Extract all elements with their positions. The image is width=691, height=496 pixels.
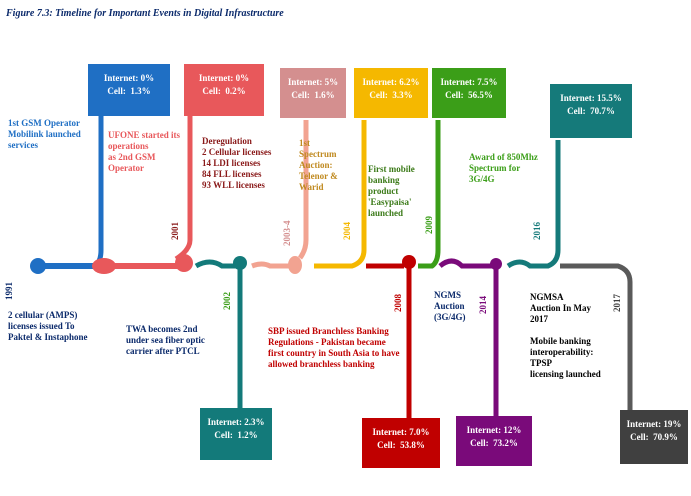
stats-box-2009: Internet: 7.5% Cell: 56.5% <box>432 68 506 118</box>
year-2009: 2009 <box>424 216 434 234</box>
stats-box-2017: Internet: 19% Cell: 70.9% <box>620 410 688 464</box>
event-2009-850mhz: Award of 850Mhz Spectrum for 3G/4G <box>469 152 538 184</box>
event-2001-ufone: UFONE started its operations as 2nd GSM … <box>108 130 180 173</box>
timeline-line-2002 <box>194 259 236 269</box>
timeline-line-2014 <box>438 258 492 269</box>
event-2004-easypaisa: First mobile banking product 'Easypaisa'… <box>368 164 415 218</box>
event-2016-ngmsa: NGMSA Auction In May 2017 <box>530 292 592 324</box>
stats-box-2001: Internet: 0% Cell: 0.2% <box>184 64 264 116</box>
timeline-line-2017 <box>560 263 633 412</box>
event-2002-twa: TWA becomes 2nd under sea fiber optic ca… <box>126 324 205 356</box>
stats-box-2003: Internet: 5% Cell: 1.6% <box>280 68 346 118</box>
node-2014 <box>490 258 502 270</box>
segment-2004 <box>314 120 367 269</box>
node-2008 <box>402 255 416 269</box>
connector-2003 <box>297 120 309 260</box>
node-2002 <box>233 256 247 270</box>
stats-box-1991: Internet: 0% Cell: 1.3% <box>88 64 170 116</box>
segment-2008 <box>366 255 416 425</box>
year-2008: 2008 <box>393 294 403 312</box>
year-2014: 2014 <box>478 296 488 314</box>
year-2002: 2002 <box>222 292 232 310</box>
segment-2017 <box>560 263 633 412</box>
connector-1991 <box>92 104 104 269</box>
node-2001-start <box>92 258 116 274</box>
event-2003-spectrum: 1st Spectrum Auction: Telenor & Warid <box>299 138 338 192</box>
node-1991 <box>30 258 46 274</box>
timeline-line-2009 <box>418 120 441 269</box>
node-2003 <box>288 256 302 274</box>
segment-2001 <box>92 100 193 274</box>
year-1991: 1991 <box>4 282 14 300</box>
connector-2001 <box>174 100 193 262</box>
segment-2003 <box>251 120 309 274</box>
segment-2002 <box>194 256 247 410</box>
event-2008-branchless: SBP issued Branchless Banking Regulation… <box>268 326 400 369</box>
segment-2016 <box>506 140 561 269</box>
event-2017-interop: Mobile banking interoperability: TPSP li… <box>530 336 601 379</box>
timeline-line-2003 <box>251 261 290 269</box>
year-2003: 2003-4 <box>282 220 292 247</box>
year-2004: 2004 <box>342 222 352 240</box>
event-1991-gsm: 1st GSM Operator Mobilink launched servi… <box>8 118 81 150</box>
stats-box-2002: Internet: 2.3% Cell: 1.2% <box>200 408 272 460</box>
timeline-line-2004 <box>314 120 367 269</box>
year-2016: 2016 <box>532 222 542 240</box>
event-2002-deregulation: Deregulation 2 Cellular licenses 14 LDI … <box>202 136 272 190</box>
event-1991-amps: 2 cellular (AMPS) licenses issued To Pak… <box>8 310 88 342</box>
figure-title: Figure 7.3: Timeline for Important Event… <box>6 8 284 19</box>
year-2017: 2017 <box>612 294 622 312</box>
segment-2014 <box>438 258 502 420</box>
year-2001: 2001 <box>170 222 180 240</box>
segment-2009 <box>418 120 441 269</box>
stats-box-2016: Internet: 15.5% Cell: 70.7% <box>550 84 632 138</box>
stats-box-2008: Internet: 7.0% Cell: 53.8% <box>362 418 440 468</box>
event-2014-ngms: NGMS Auction (3G/4G) <box>434 290 466 322</box>
timeline-line-2016 <box>506 140 561 269</box>
stats-box-2014: Internet: 12% Cell: 73.2% <box>456 416 532 466</box>
stats-box-2004: Internet: 6.2% Cell: 3.3% <box>354 68 428 118</box>
